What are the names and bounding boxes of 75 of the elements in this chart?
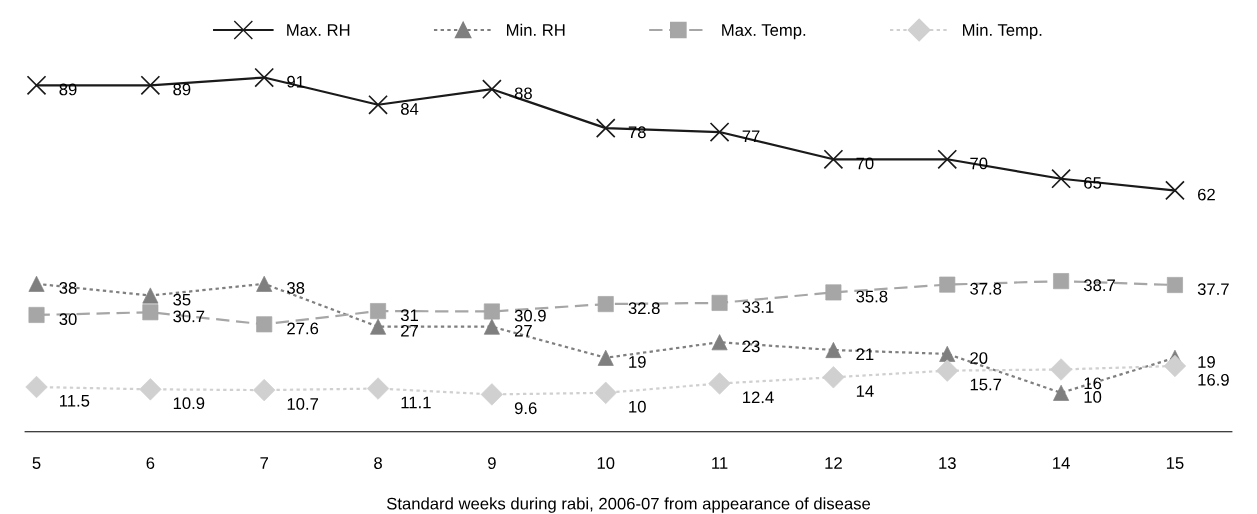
x-tick-label: 5 bbox=[32, 457, 41, 469]
legend-label: Min. Temp. bbox=[963, 23, 1042, 40]
data-label: 11.1 bbox=[401, 396, 431, 409]
data-label: 14 bbox=[856, 385, 874, 397]
data-label: 10.7 bbox=[287, 398, 319, 410]
data-label: 16.9 bbox=[1198, 373, 1229, 386]
x-tick-label: 13 bbox=[939, 457, 956, 469]
data-label: 35 bbox=[173, 293, 191, 306]
point bbox=[370, 303, 387, 320]
data-label: 30 bbox=[59, 313, 77, 326]
data-label: 19 bbox=[1198, 356, 1215, 368]
point bbox=[1053, 273, 1070, 290]
x-tick-label: 11 bbox=[712, 457, 728, 469]
point bbox=[1051, 168, 1071, 189]
point bbox=[823, 149, 844, 170]
data-label: 89 bbox=[173, 83, 191, 96]
data-label: 11.5 bbox=[60, 395, 90, 407]
data-label: 27 bbox=[514, 324, 532, 337]
data-label: 10 bbox=[1084, 391, 1102, 403]
x-tick-label: 10 bbox=[597, 457, 615, 469]
x-tick-label: 15 bbox=[1166, 457, 1184, 469]
data-label: 10 bbox=[629, 400, 646, 413]
x-tick-label: 7 bbox=[260, 457, 269, 469]
data-label: 20 bbox=[970, 352, 988, 364]
point bbox=[1165, 180, 1185, 201]
data-label: 70 bbox=[856, 157, 874, 170]
data-label: 88 bbox=[514, 87, 532, 100]
data-label: 16 bbox=[1084, 377, 1102, 390]
data-label: 27.6 bbox=[287, 322, 319, 335]
x-axis-title: Standard weeks during rabi, 2006-07 from appearance of disease bbox=[387, 497, 871, 513]
data-label: 37.7 bbox=[1197, 283, 1229, 296]
data-label: 15.7 bbox=[970, 378, 1002, 391]
point bbox=[25, 375, 48, 399]
point bbox=[594, 381, 617, 404]
x-tick-label: 9 bbox=[488, 457, 496, 469]
data-label: 91 bbox=[287, 75, 305, 88]
point bbox=[595, 118, 616, 138]
data-label: 89 bbox=[59, 83, 77, 96]
data-label: 35.8 bbox=[856, 290, 888, 303]
point bbox=[140, 75, 161, 96]
legend-label: Max. RH bbox=[287, 24, 350, 36]
point bbox=[937, 149, 958, 170]
data-label: 38.7 bbox=[1083, 279, 1115, 292]
data-label: 27 bbox=[401, 324, 418, 337]
x-tick-label: 14 bbox=[1053, 457, 1070, 469]
x-tick-label: 8 bbox=[374, 457, 382, 469]
point bbox=[254, 67, 275, 88]
data-label: 84 bbox=[400, 103, 419, 115]
data-label: 33.1 bbox=[742, 301, 774, 313]
data-label: 30.9 bbox=[514, 309, 546, 322]
x-tick-label: 6 bbox=[146, 457, 155, 469]
x-tick-label: 12 bbox=[825, 457, 842, 469]
point bbox=[26, 75, 47, 96]
data-label: 12.4 bbox=[743, 391, 774, 404]
point bbox=[1166, 277, 1183, 293]
data-label: 31 bbox=[400, 309, 418, 322]
point bbox=[368, 94, 388, 115]
point bbox=[709, 122, 730, 142]
data-label: 19 bbox=[629, 356, 646, 368]
data-label: 38 bbox=[59, 282, 77, 294]
point bbox=[482, 79, 502, 100]
data-label: 23 bbox=[742, 340, 760, 353]
legend-label: Max. Temp. bbox=[722, 24, 806, 40]
data-label: 9.6 bbox=[514, 402, 537, 415]
data-label: 10.9 bbox=[173, 397, 205, 410]
data-label: 38 bbox=[287, 282, 305, 294]
legend-label: Min. RH bbox=[507, 23, 565, 36]
data-label: 21 bbox=[856, 348, 874, 360]
data-label: 37.8 bbox=[970, 282, 1002, 295]
data-label: 30.7 bbox=[173, 310, 205, 323]
data-label: 32.8 bbox=[628, 302, 660, 315]
point bbox=[936, 359, 959, 382]
point bbox=[711, 334, 728, 351]
point bbox=[28, 306, 45, 323]
data-label: 62 bbox=[1198, 188, 1215, 201]
